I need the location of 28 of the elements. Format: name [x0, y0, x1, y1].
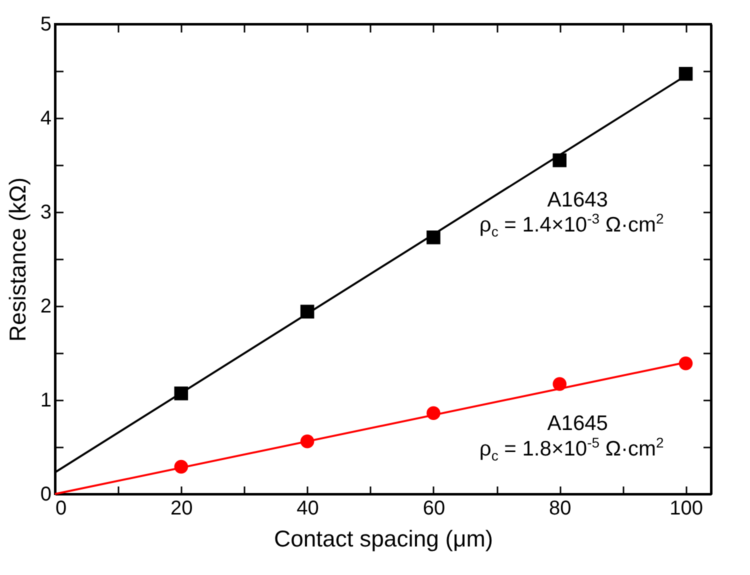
point: [678, 356, 693, 370]
point: [174, 386, 188, 400]
y-tick-label: 0: [40, 484, 52, 506]
x-tick-label: 60: [422, 498, 446, 520]
point: [678, 66, 693, 81]
point: [552, 377, 567, 391]
y-tick-label: 5: [40, 14, 52, 36]
point: [300, 434, 314, 448]
series-label: A1645: [547, 412, 608, 436]
annotation: ρ$_{c}$ = 1.4×10$^{-3}$ Ω·cm$^{2}$: [479, 210, 664, 240]
y-axis-title: Resistance (kΩ): [4, 177, 30, 342]
y-tick-label: 2: [40, 296, 52, 318]
y-tick-label: 4: [40, 108, 52, 130]
x-tick-label: 80: [548, 498, 572, 520]
x-axis-title: Contact spacing (μm): [274, 526, 494, 552]
y-tick-label: 1: [40, 390, 52, 412]
y-tick-label: 3: [40, 202, 52, 224]
point: [552, 153, 567, 168]
point: [300, 304, 314, 319]
point: [174, 460, 188, 474]
annotation: ρ$_{c}$ = 1.8×10$^{-5}$ Ω·cm$^{2}$: [479, 434, 664, 464]
x-tick-label: 100: [670, 498, 703, 520]
series-label: A1643: [547, 188, 608, 212]
point: [426, 230, 440, 244]
x-tick-label: 40: [296, 498, 319, 520]
x-tick-label: 0: [56, 498, 67, 520]
point: [426, 406, 440, 420]
x-tick-label: 20: [170, 498, 193, 520]
